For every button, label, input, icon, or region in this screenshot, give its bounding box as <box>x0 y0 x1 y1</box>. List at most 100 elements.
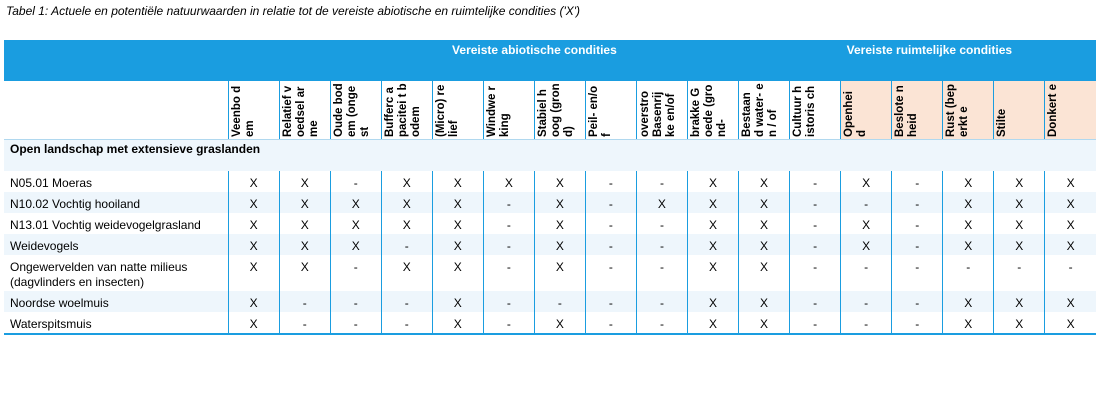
row-value: - <box>482 234 535 255</box>
row-value: X <box>686 291 739 312</box>
column-header: Donkert e <box>1044 81 1096 140</box>
row-value: - <box>584 213 637 234</box>
row-value: X <box>482 171 535 192</box>
row-value: - <box>635 234 688 255</box>
row-value: X <box>840 234 892 255</box>
row-value: - <box>329 291 382 312</box>
row-value: - <box>584 234 637 255</box>
row-value: X <box>942 291 994 312</box>
row-value: X <box>329 234 382 255</box>
column-header-label: Windwe rking <box>485 85 511 137</box>
row-value: X <box>533 192 586 213</box>
row-value: X <box>278 213 331 234</box>
row-value: - <box>891 192 943 213</box>
row-value: - <box>635 213 688 234</box>
row-label: Weidevogels <box>4 234 229 255</box>
table-row: Noordse woelmuis X - - - X - - - - X X - - - X X X <box>4 291 1096 312</box>
row-value: X <box>431 255 484 291</box>
column-header: brakke Goede (grond- <box>686 81 739 140</box>
row-label: Ongewervelden van natte milieus (dagvlin… <box>10 260 188 289</box>
row-value: X <box>686 213 739 234</box>
row-value: - <box>891 291 943 312</box>
column-header-label: Relatief voedsel arme <box>281 85 320 137</box>
row-value: - <box>635 171 688 192</box>
section-row: Open landschap met extensieve graslanden <box>4 139 1096 171</box>
column-header-label: Stilte <box>996 108 1009 137</box>
section-title: Open landschap met extensieve graslanden <box>4 139 1096 171</box>
column-header-label: Rust (beperkt e <box>945 83 971 137</box>
row-value: - <box>789 192 841 213</box>
row-value: - <box>891 234 943 255</box>
row-value: - <box>891 312 943 335</box>
row-value: X <box>737 171 790 192</box>
table-row: Weidevogels X X X - X - X - - X X - X - X X X <box>4 234 1096 255</box>
column-header-label: Beslote nheid <box>894 85 920 137</box>
row-value: X <box>635 192 688 213</box>
group-header-empty <box>4 40 229 81</box>
row-value: - <box>329 312 382 335</box>
abiotic-group-header: Vereiste abiotische condities <box>228 40 841 81</box>
column-header: Peil- en/of <box>584 81 637 140</box>
column-header: Bufferc apacitei t bodem <box>380 81 433 140</box>
column-header: Veenbo dem <box>227 81 280 140</box>
row-value: X <box>533 171 586 192</box>
row-value: X <box>431 312 484 335</box>
row-value: X <box>737 234 790 255</box>
spatial-group-header: Vereiste ruimtelijke condities <box>840 40 1096 81</box>
row-value: - <box>584 255 637 291</box>
column-header: Rust (beperkt e <box>942 81 994 140</box>
row-value: - <box>840 255 892 291</box>
row-label: Waterspitsmuis <box>4 312 229 335</box>
row-value: - <box>635 312 688 335</box>
row-label: N10.02 Vochtig hooiland <box>4 192 229 213</box>
row-value: X <box>737 291 790 312</box>
column-header: Cultuur historis ch <box>789 81 841 140</box>
row-value: - <box>380 234 433 255</box>
row-value: - <box>482 312 535 335</box>
row-value: X <box>1044 234 1096 255</box>
row-value: X <box>380 213 433 234</box>
row-value: - <box>584 171 637 192</box>
row-value: X <box>737 192 790 213</box>
table-row: Waterspitsmuis X - - - X - X - - X X - - - X X X <box>4 312 1096 335</box>
row-value: - <box>840 192 892 213</box>
row-value: - <box>840 291 892 312</box>
column-header-label: Oude bodem (ongest <box>332 83 371 137</box>
column-header: Relatief voedsel arme <box>278 81 331 140</box>
column-header-label: Openhei d <box>843 90 869 137</box>
column-header: Bestaan d water- en / of <box>737 81 790 140</box>
row-value: X <box>686 234 739 255</box>
table-caption: Tabel 1: Actuele en potentiële natuurwaa… <box>6 4 581 18</box>
row-value: X <box>686 171 739 192</box>
row-value: X <box>227 255 280 291</box>
row-value: X <box>737 213 790 234</box>
row-value: X <box>431 192 484 213</box>
row-value: X <box>1044 213 1096 234</box>
row-value: X <box>380 255 433 291</box>
column-header-label: Bufferc apacitei t bodem <box>383 83 422 137</box>
row-value: - <box>278 291 331 312</box>
row-value: - <box>329 171 382 192</box>
conditions-table: Vereiste abiotische condities Vereiste r… <box>4 40 1096 335</box>
row-value: - <box>584 192 637 213</box>
column-header: Stilte <box>993 81 1045 140</box>
row-value: - <box>789 312 841 335</box>
row-value: - <box>482 255 535 291</box>
table-row: N13.01 Vochtig weidevogelgrasland X X X X X - X… <box>4 213 1096 234</box>
column-header: Oude bodem (ongest <box>329 81 382 140</box>
row-value: X <box>1044 171 1096 192</box>
row-value: - <box>789 291 841 312</box>
row-value: X <box>686 192 739 213</box>
row-value: X <box>227 171 280 192</box>
row-value: - <box>942 255 994 291</box>
row-value: X <box>1044 291 1096 312</box>
row-value: - <box>584 312 637 335</box>
row-value: X <box>993 234 1045 255</box>
row-value: X <box>1044 312 1096 335</box>
row-value: - <box>380 291 433 312</box>
row-value: X <box>993 192 1045 213</box>
group-header-row: Vereiste abiotische condities Vereiste r… <box>4 40 1096 81</box>
row-value: X <box>686 255 739 291</box>
row-value: X <box>942 213 994 234</box>
column-header: Openhei d <box>840 81 892 140</box>
